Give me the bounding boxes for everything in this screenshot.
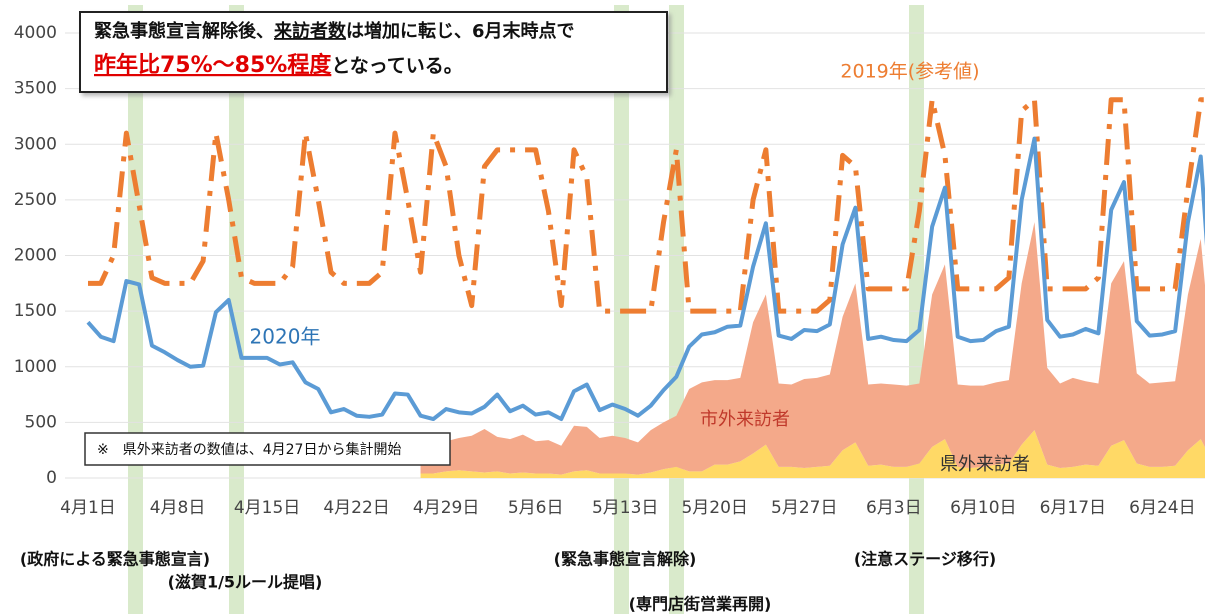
line [88,97,1205,314]
x-tick-label: 4月8日 [150,498,206,518]
y-tick-label: 0 [46,468,57,488]
plot [86,97,1205,478]
x-tick-label: 4月29日 [413,498,479,518]
x-tick-label: 6月17日 [1040,498,1106,518]
event-annotation: (政府による緊急事態宣言) [20,550,210,569]
event-bands [128,5,924,614]
x-tick-label: 6月3日 [866,498,922,518]
x-tick-label: 5月27日 [771,498,837,518]
callout-highlight: 昨年比75%～85%程度 [94,52,332,78]
callout-line1: 緊急事態宣言解除後、来訪者数は増加に転じ、6月末時点で [94,20,575,42]
callout-text: 来訪者数 [273,20,347,42]
y-tick-label: 3000 [14,134,57,154]
line [86,136,1205,422]
event-annotation: (注意ステージ移行) [854,550,996,569]
area [420,430,1205,478]
callout-box [79,11,668,93]
event-band [128,5,143,614]
x-tick-label: 6月24日 [1129,498,1195,518]
note-box [84,432,451,466]
y-tick-label: 4000 [14,23,57,43]
callout: 緊急事態宣言解除後、来訪者数は増加に転じ、6月末時点で 昨年比75%～85%程度… [79,11,668,93]
x-tick-label: 4月22日 [323,498,389,518]
area [420,222,1205,475]
note-text: ※ 県外来訪者の数値は、4月27日から集計開始 [97,441,401,458]
callout-text: は増加に転じ、6月末時点で [346,20,575,42]
series-label: 市外来訪者 [700,409,790,430]
x-tick-label: 5月13日 [592,498,658,518]
event-annotation: (緊急事態宣言解除) [554,550,697,569]
series-label: 県外来訪者 [940,454,1030,475]
y-tick-label: 2000 [14,246,57,266]
x-tick-label: 4月1日 [60,498,116,518]
x-tick-label: 4月15日 [234,498,300,518]
y-tick-label: 1500 [14,301,57,321]
event-annotation: (専門店街営業再開) [629,595,772,614]
series-label: 2019年(参考値) [840,61,979,83]
event-annotation: (滋賀1/5ルール提唱) [168,573,323,592]
note: ※ 県外来訪者の数値は、4月27日から集計開始 [84,432,451,466]
y-tick-label: 1000 [14,357,57,377]
event-band [669,5,684,614]
x-tick-label: 5月20日 [681,498,747,518]
series-label: 2020年 [250,325,321,349]
y-tick-label: 2500 [14,190,57,210]
x-tick-label: 6月10日 [950,498,1016,518]
callout-text: 緊急事態宣言解除後、 [94,20,274,42]
callout-text: となっている。 [331,55,462,77]
y-tick-label: 500 [25,412,57,432]
x-tick-label: 5月6日 [508,498,564,518]
y-tick-label: 3500 [14,79,57,99]
callout-line2: 昨年比75%～85%程度となっている。 [94,52,463,78]
